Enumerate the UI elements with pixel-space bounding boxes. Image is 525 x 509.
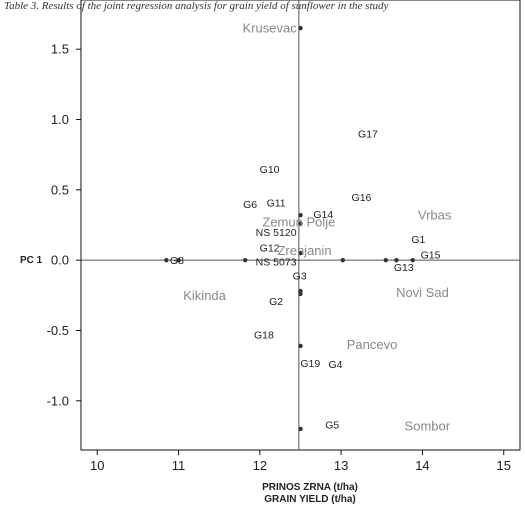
genotype-label-g4: G4 (328, 359, 342, 371)
environment-label-kikinda: Kikinda (183, 288, 226, 303)
genotype-label-g6: G6 (243, 199, 257, 211)
data-point-1 (298, 212, 303, 218)
y-tick-label-0-5: 0.5 (51, 182, 69, 197)
data-point-9 (176, 257, 181, 263)
data-point-5 (298, 291, 303, 297)
genotype-label-g2: G2 (269, 296, 283, 308)
environment-labels: Krusevac Zemun Polje Zrenjanin Vrbas Kikinda… (183, 21, 452, 434)
plot-frame (80, 0, 521, 451)
y-tick-label-1: -1.0 (47, 393, 69, 408)
y-tick-label-0: 0.0 (51, 253, 69, 268)
x-tick-label-13: 13 (334, 458, 348, 473)
y-tick-label-1: 1.0 (51, 112, 69, 127)
genotype-label-g3: G3 (293, 271, 307, 283)
x-axis: 10 11 12 13 14 15 (90, 450, 511, 473)
x-tick-label-12: 12 (253, 458, 267, 473)
environment-label-vrbas: Vrbas (418, 208, 452, 223)
x-axis-title-en: GRAIN YIELD (t/ha) (264, 494, 355, 505)
chart-caption: Table 3. Results of the joint regression… (4, 0, 389, 12)
environment-label-zrenjanin: Zrenjanin (277, 243, 331, 258)
y-axis-title: PC 1 (20, 255, 43, 266)
genotype-label-g17: G17 (358, 129, 378, 141)
genotype-label-ns-5120: NS 5120 (256, 227, 297, 239)
data-point-12 (383, 257, 389, 263)
data-point-3 (298, 250, 303, 256)
data-point-0 (298, 25, 303, 31)
data-point-6 (298, 343, 303, 349)
genotype-label-g12: G12 (260, 243, 280, 255)
data-point-14 (410, 257, 415, 263)
environment-label-zemun-polje: Zemun Polje (262, 215, 335, 230)
x-tick-label-14: 14 (415, 458, 429, 473)
data-point-7 (298, 426, 303, 432)
x-axis-title: PRINOS ZRNA (t/ha) (262, 482, 358, 493)
x-tick-label-15: 15 (497, 458, 511, 473)
data-point-8 (164, 257, 169, 263)
genotype-label-g15: G15 (421, 250, 441, 262)
genotype-label-g13: G13 (394, 262, 414, 274)
y-tick-label-1-5: 1.5 (51, 42, 69, 57)
genotype-label-g16: G16 (352, 192, 372, 204)
genotype-label-g1: G1 (411, 234, 425, 246)
genotype-label-g14: G14 (313, 209, 333, 221)
y-tick-label-0-5: -0.5 (47, 323, 69, 338)
environment-label-pancevo: Pancevo (347, 337, 398, 352)
genotype-label-g19: G19 (300, 358, 320, 370)
data-point-11 (340, 257, 345, 263)
x-tick-label-10: 10 (90, 458, 104, 473)
y-axis: 1.5 1.0 0.5 0.0 -0.5 -1.0 (47, 42, 81, 408)
data-points (164, 25, 415, 432)
data-point-10 (243, 257, 248, 263)
environment-label-novi-sad: Novi Sad (396, 285, 449, 300)
data-point-2 (298, 221, 303, 226)
genotype-labels: G8 G10 G11 G6 G12 NS 5120 NS 5073 G14 G16 G17 G1 G1… (170, 129, 441, 432)
genotype-label-g10: G10 (260, 164, 280, 176)
genotype-label-g5: G5 (325, 420, 339, 432)
x-tick-label-11: 11 (172, 458, 186, 473)
genotype-label-g11: G11 (267, 198, 286, 210)
genotype-label-ns-5073: NS 5073 (256, 257, 297, 269)
genotype-label-g8: G8 (170, 255, 184, 267)
environment-label-sombor: Sombor (405, 419, 451, 434)
data-point-13 (394, 257, 399, 263)
environment-label-krusevac: Krusevac (243, 21, 298, 36)
genotype-label-g18: G18 (254, 330, 274, 342)
